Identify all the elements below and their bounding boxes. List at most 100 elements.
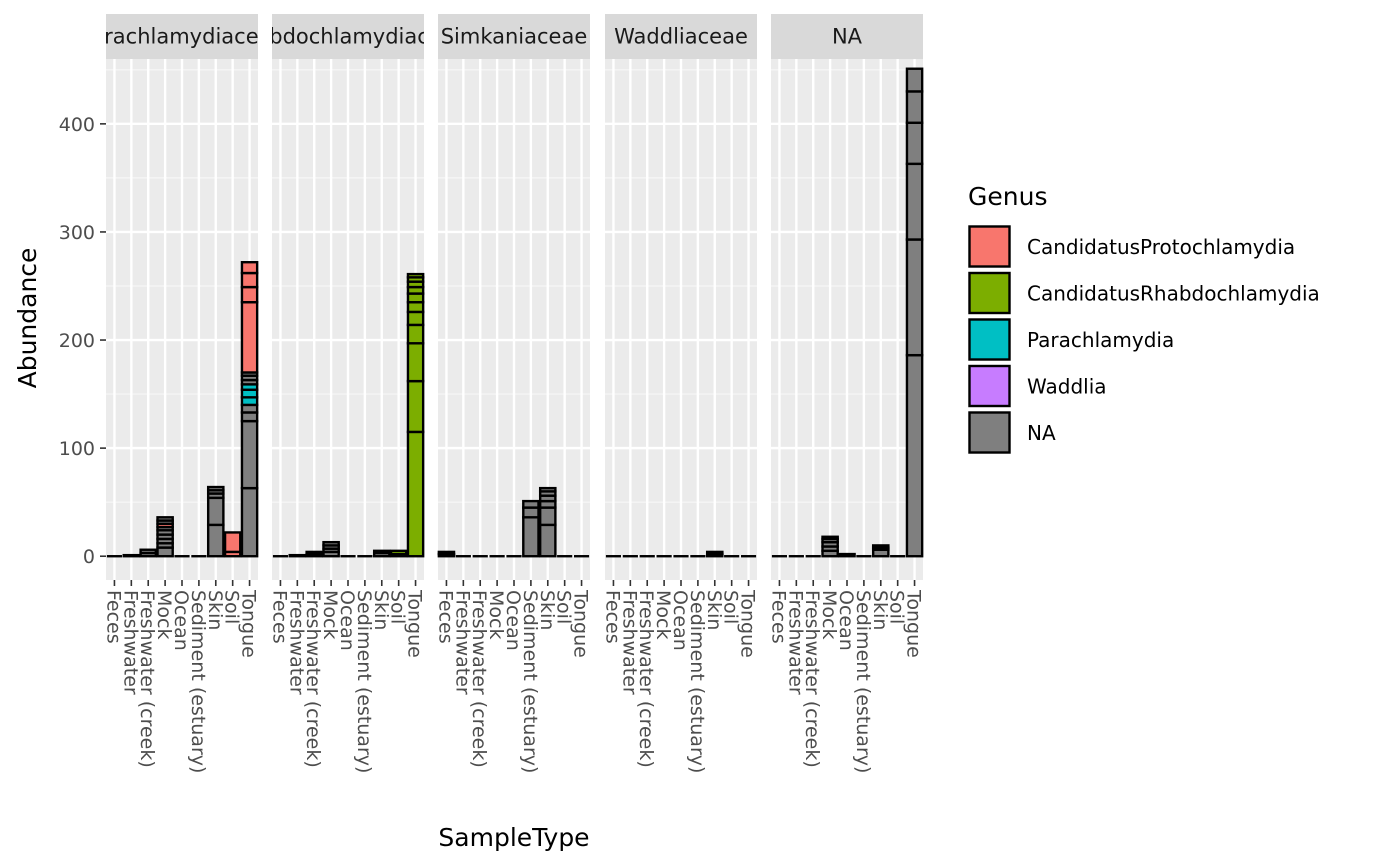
legend: Genus CandidatusProtochlamydiaCandidatus… [968, 182, 1320, 454]
bar-segment [240, 271, 259, 289]
facet-strip-label: Waddliaceae [614, 25, 748, 49]
x-tick-label: Feces [767, 590, 789, 644]
x-tick-label: Sediment (estuary) [519, 590, 541, 773]
legend-item: CandidatusProtochlamydia [968, 225, 1295, 268]
x-tick-label: Mock [319, 590, 341, 639]
legend-item: CandidatusRhabdochlamydia [968, 271, 1320, 315]
legend-items: CandidatusProtochlamydia CandidatusRhabdo… [968, 225, 1320, 454]
x-tick-label: Tongue [903, 589, 925, 658]
legend-swatch [968, 225, 1011, 268]
bar-segment [240, 486, 259, 558]
x-axis-title: SampleType [438, 823, 589, 852]
facet-strip-label: Parachlamydiaceae [80, 25, 285, 49]
bar-segment [240, 261, 259, 275]
legend-swatch [968, 318, 1011, 361]
bar-segment [240, 285, 259, 304]
x-tick-label: Soil [553, 590, 575, 624]
facet-panel: NA [771, 14, 923, 580]
facet-panel: Rhabdochlamydiaceae [228, 14, 467, 580]
x-tick-label: Freshwater [119, 590, 141, 695]
legend-swatch [968, 271, 1011, 315]
bar-segment [437, 550, 456, 556]
y-tick-label: 100 [59, 438, 95, 460]
x-tick-label: Freshwater [784, 590, 806, 695]
legend-label: Waddlia [1027, 375, 1107, 399]
legend-swatch [968, 411, 1011, 454]
facet-panel: Parachlamydiaceae [80, 14, 285, 580]
x-tick-label: Skin [204, 590, 226, 630]
x-tick-label: Ocean [502, 590, 524, 651]
bar-segment [905, 353, 924, 558]
bar-segment [406, 310, 425, 327]
legend-title: Genus [968, 182, 1047, 211]
bar-segment [406, 342, 425, 383]
facet-panel: Simkaniaceae [438, 14, 590, 580]
bar-segment [305, 550, 324, 556]
x-tick-label: Soil [221, 590, 243, 624]
x-tick-label: Ocean [170, 590, 192, 651]
bar-segment [406, 301, 425, 314]
facet-strip [438, 14, 590, 59]
legend-label: CandidatusProtochlamydia [1027, 235, 1295, 259]
x-tick-label: Ocean [669, 590, 691, 651]
legend-swatch [968, 364, 1011, 408]
x-tick-label: Freshwater (creek) [635, 590, 657, 768]
bar-segment [406, 272, 425, 279]
x-tick-label: Feces [268, 590, 290, 644]
x-tick-label: Freshwater (creek) [136, 590, 158, 768]
x-tick-label: Ocean [835, 590, 857, 651]
bar-segment [156, 546, 174, 558]
y-tick-label: 200 [59, 330, 95, 352]
x-tick-label: Feces [102, 590, 124, 644]
y-tick-label: 400 [59, 114, 95, 136]
bar-segment [406, 292, 425, 304]
x-tick-label: Skin [869, 590, 891, 630]
bars [106, 67, 924, 558]
facet-strip-label: Simkaniaceae [441, 25, 588, 49]
facet-strip [605, 14, 757, 59]
x-tick-label: Tongue [238, 589, 260, 658]
legend-item: Waddlia [968, 364, 1107, 408]
bar-segment [406, 323, 425, 345]
x-tick-label: Skin [370, 590, 392, 630]
bar-segment [538, 486, 557, 493]
bar-segment [905, 67, 924, 93]
y-axis: 0 100 200 300 400 [59, 114, 106, 568]
bar-segment [905, 238, 924, 357]
facet-strip [771, 14, 923, 59]
bar-segment [838, 552, 856, 558]
bar-segment [522, 506, 540, 519]
bar-segment [406, 379, 425, 434]
bar-segment [705, 550, 724, 556]
x-tick-label: Soil [720, 590, 742, 624]
bar-segment [240, 419, 259, 490]
x-tick-label: Tongue [570, 589, 592, 658]
x-tick-label: Tongue [404, 589, 426, 658]
bar-segment [522, 516, 540, 558]
bar-segment [223, 531, 242, 554]
x-tick-label: Mock [652, 590, 674, 639]
bar-segment [240, 301, 259, 374]
x-tick-label: Soil [886, 590, 908, 624]
facet-strip [106, 14, 258, 59]
bar-segment [871, 544, 890, 549]
y-tick-label: 300 [59, 222, 95, 244]
legend-label: CandidatusRhabdochlamydia [1027, 282, 1320, 306]
bar-segment [538, 523, 557, 558]
x-tick-label: Freshwater [451, 590, 473, 695]
bar-segment [122, 553, 141, 558]
bar-segment [372, 549, 391, 555]
y-axis-title: Abundance [13, 248, 42, 389]
bar-segment [156, 516, 174, 522]
x-tick-label: Sediment (estuary) [686, 590, 708, 773]
bar-segment [406, 430, 425, 558]
x-tick-label: Soil [387, 590, 409, 624]
x-tick-label: Freshwater [285, 590, 307, 695]
facet-strip-label: Rhabdochlamydiaceae [228, 25, 467, 49]
bar-segment [905, 90, 924, 124]
x-tick-label: Sediment (estuary) [187, 590, 209, 773]
bar-segment [821, 535, 839, 541]
x-tick-label: Tongue [737, 589, 759, 658]
